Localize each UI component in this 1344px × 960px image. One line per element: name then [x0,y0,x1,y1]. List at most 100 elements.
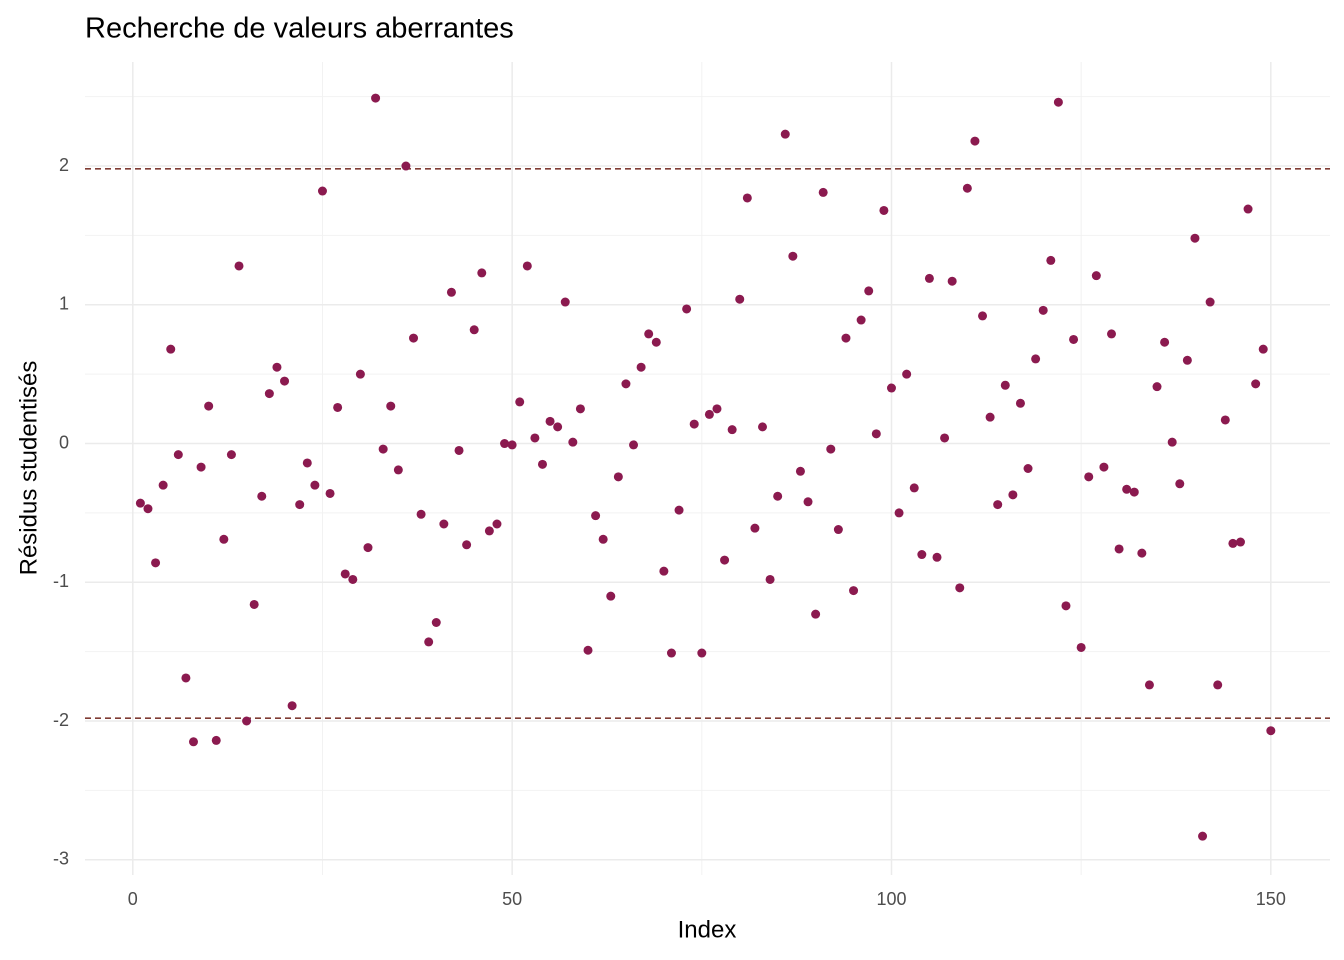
point [659,566,669,576]
point [947,276,957,286]
point [143,504,153,514]
point [211,735,221,745]
point [310,480,320,490]
point [795,466,805,476]
point [264,389,274,399]
point [613,472,623,482]
point [416,509,426,519]
x-tick-label: 0 [128,889,138,909]
point [1038,305,1048,315]
point [636,362,646,372]
point [894,508,904,518]
point [803,497,813,507]
point [788,251,798,261]
point [697,648,707,658]
point [409,333,419,343]
point [484,526,494,536]
point [196,462,206,472]
point [765,574,775,584]
point [773,491,783,501]
point [720,555,730,565]
point [151,558,161,568]
point [750,523,760,533]
point [917,550,927,560]
point [135,498,145,508]
point [712,404,722,414]
point [1046,255,1056,265]
y-tick-label: -3 [53,848,69,868]
point [1091,271,1101,281]
point [1053,97,1063,107]
x-tick-label: 150 [1256,889,1286,909]
point [879,205,889,215]
point [856,315,866,325]
point [424,637,434,647]
point [591,511,601,521]
point [689,419,699,429]
point [1228,538,1238,548]
point [1084,472,1094,482]
point [1198,831,1208,841]
point [560,297,570,307]
point [970,136,980,146]
point [841,333,851,343]
point [849,586,859,596]
point [158,480,168,490]
point [583,645,593,655]
point [537,459,547,469]
point [932,552,942,562]
point [507,440,517,450]
point [1160,337,1170,347]
point [371,93,381,103]
point [621,379,631,389]
point [871,429,881,439]
point [530,433,540,443]
point [188,737,198,747]
point [1076,642,1086,652]
point [500,439,510,449]
point [348,574,358,584]
point [378,444,388,454]
y-tick-label: -2 [53,710,69,730]
point [431,617,441,627]
point [1122,484,1132,494]
point [515,397,525,407]
point [280,376,290,386]
point [454,445,464,455]
point [1015,398,1025,408]
point [363,543,373,553]
point [522,261,532,271]
point [204,401,214,411]
point [462,540,472,550]
point [978,311,988,321]
point [492,519,502,529]
y-tick-label: 2 [59,155,69,175]
point [818,187,828,197]
point [955,583,965,593]
point [287,701,297,711]
point [1235,537,1245,547]
point [1258,344,1268,354]
point [940,433,950,443]
point [598,534,608,544]
point [962,183,972,193]
point [1061,601,1071,611]
point [469,325,479,335]
point [1069,334,1079,344]
point [651,337,661,347]
point [1008,490,1018,500]
point [1129,487,1139,497]
point [1167,437,1177,447]
point [909,483,919,493]
point [780,129,790,139]
point [735,294,745,304]
point [1266,726,1276,736]
point [272,362,282,372]
point [302,458,312,468]
point [1251,379,1261,389]
point [758,422,768,432]
point [553,422,563,432]
point [1099,462,1109,472]
point [644,329,654,339]
